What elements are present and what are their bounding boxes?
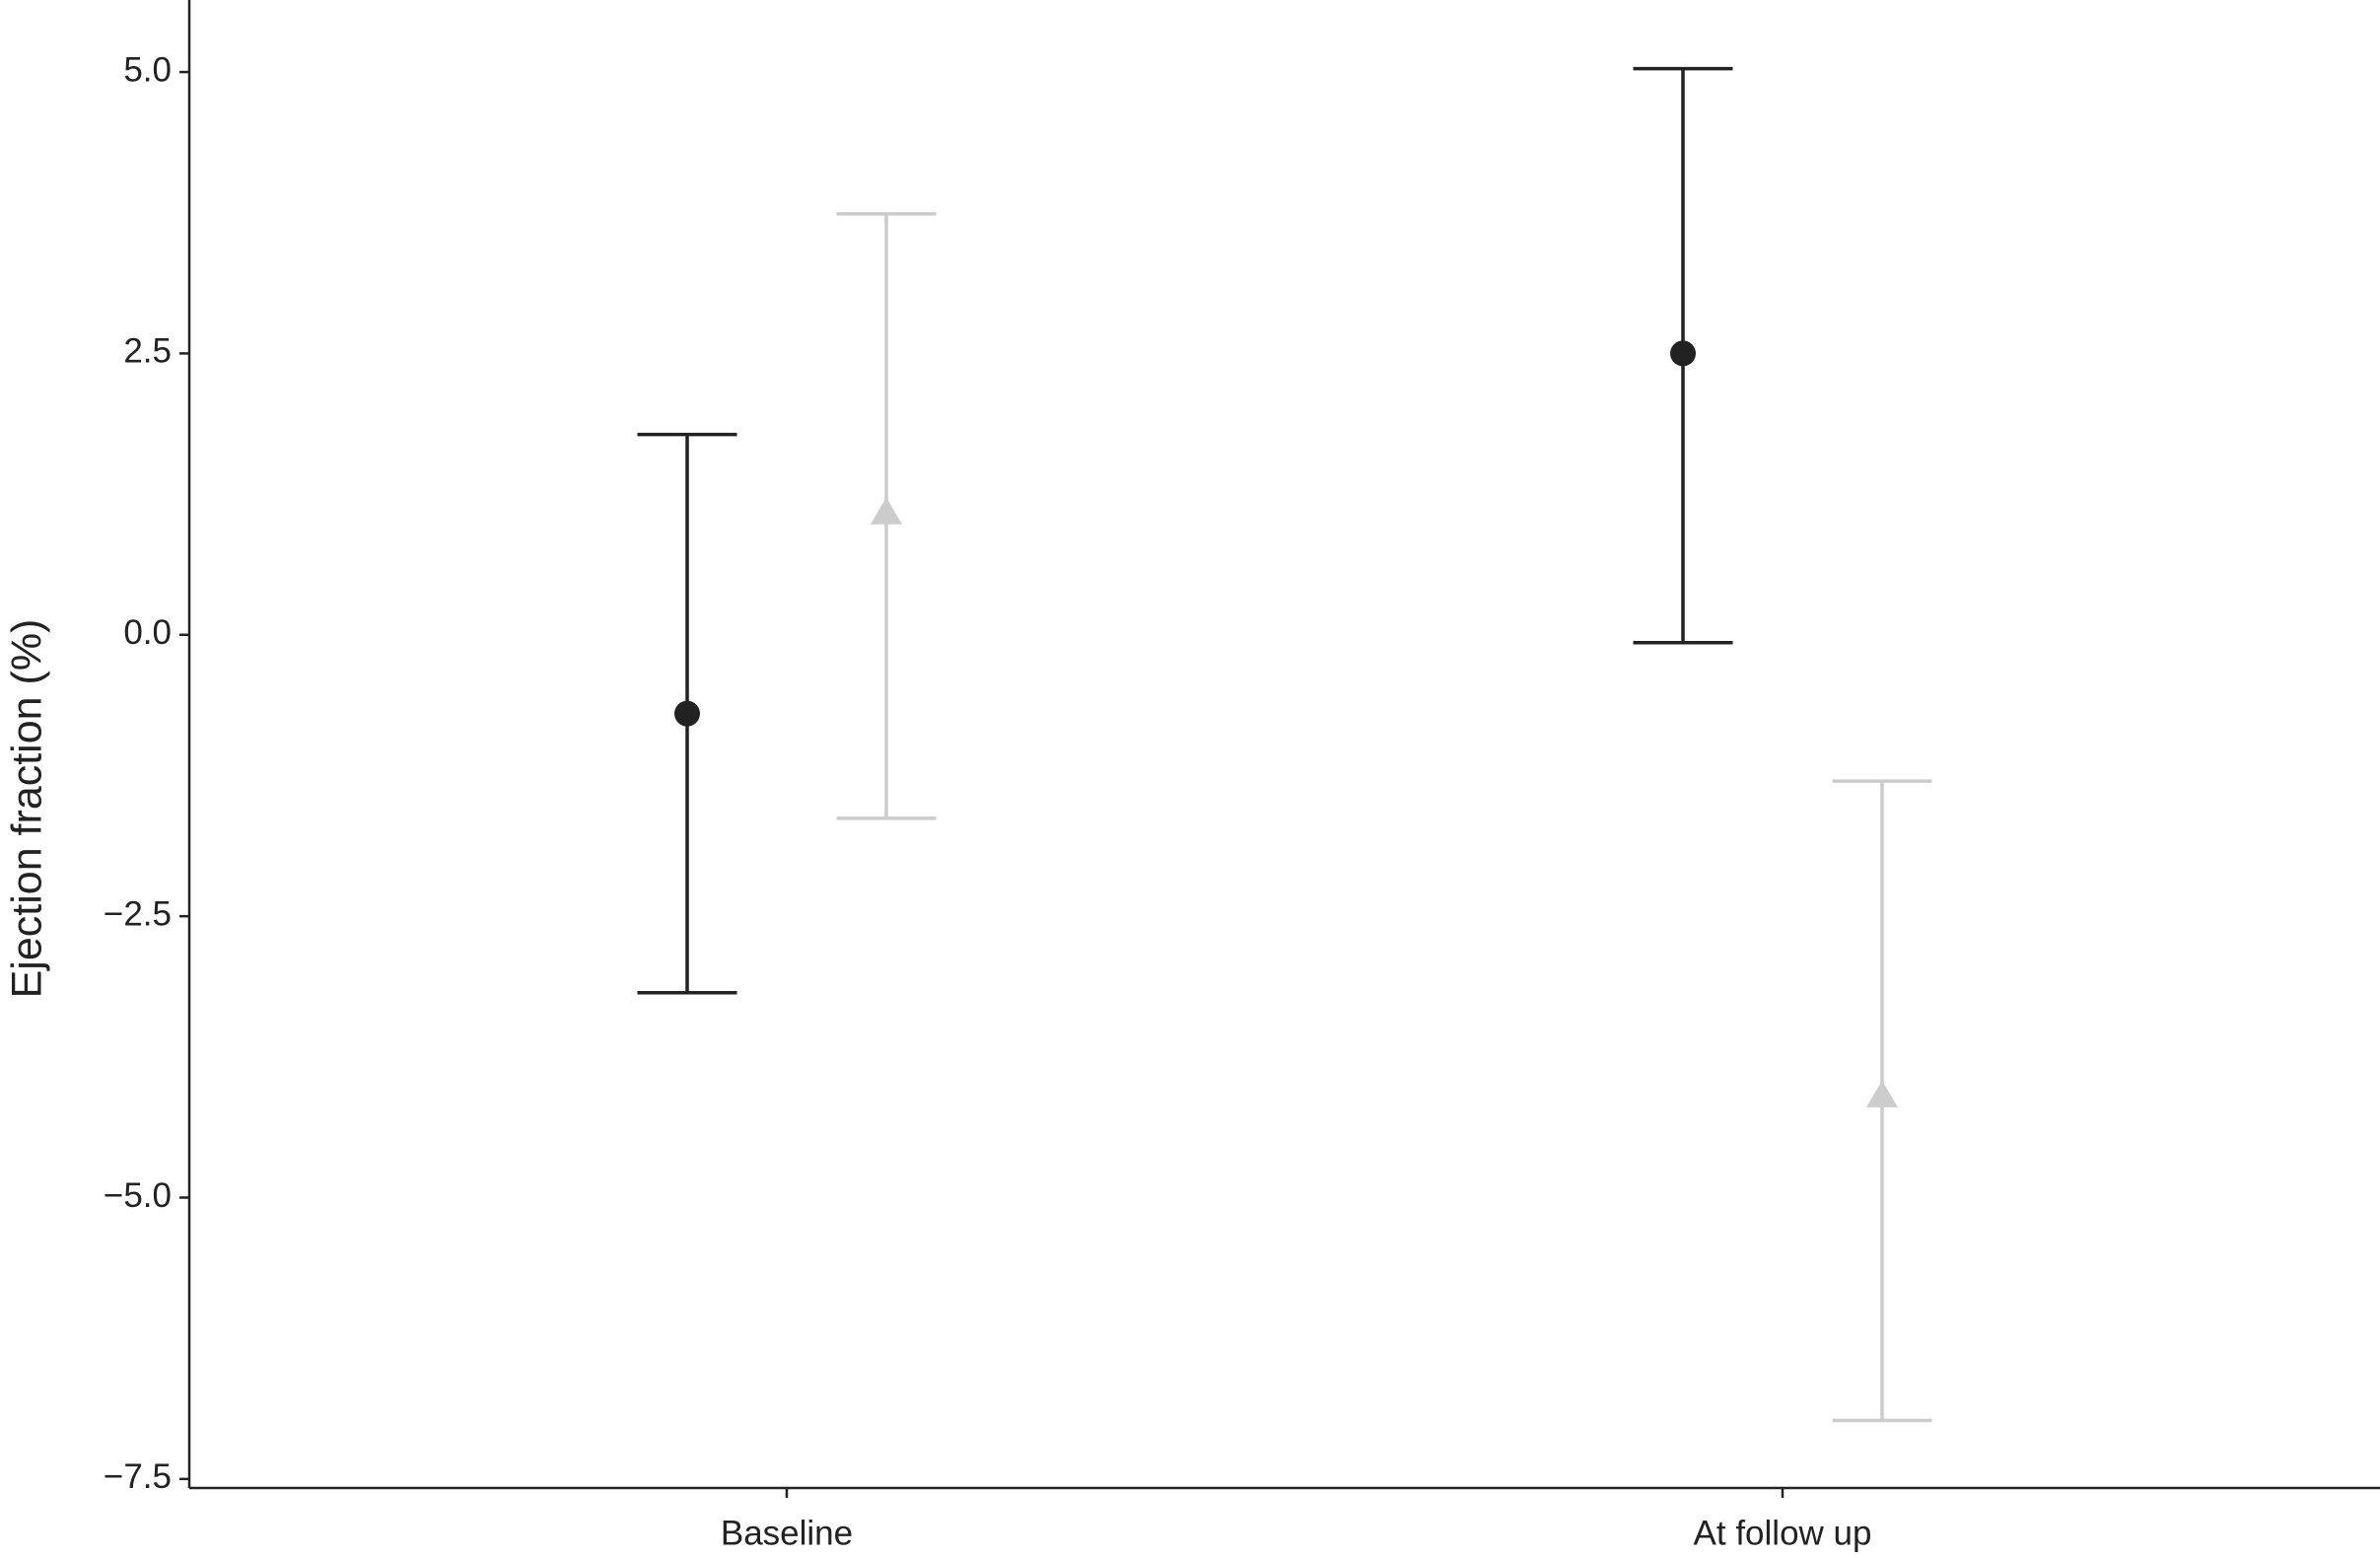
point (1866, 1080, 1898, 1107)
y-tick-label: −7.5 (104, 1457, 172, 1496)
point (1670, 340, 1696, 367)
y-tick-label: 0.0 (123, 613, 172, 652)
x-tick-label: Baseline (721, 1514, 853, 1552)
y-tick-label: 2.5 (123, 332, 172, 371)
y-axis-label: Ejection fraction (%) (3, 619, 50, 999)
y-tick-label: −2.5 (104, 894, 172, 933)
y-tick-label: 5.0 (123, 50, 172, 89)
x-tick-label: At follow up (1694, 1514, 1872, 1552)
y-tick-label: −5.0 (104, 1176, 172, 1215)
point (871, 497, 902, 525)
point (674, 700, 700, 727)
